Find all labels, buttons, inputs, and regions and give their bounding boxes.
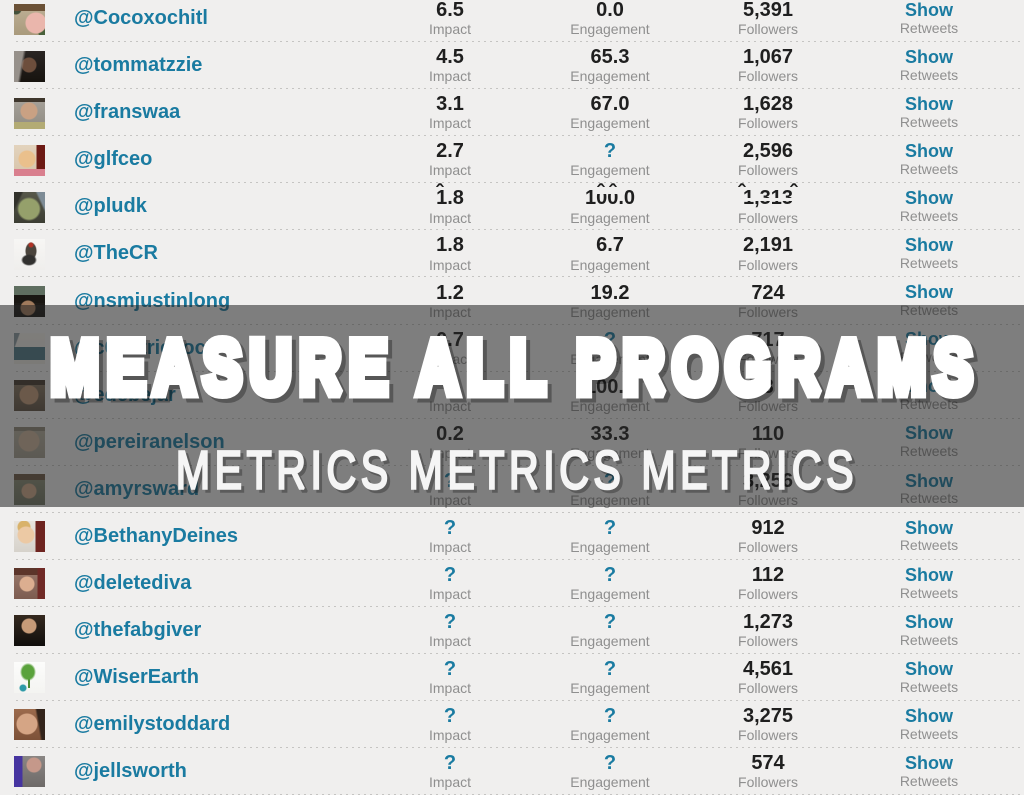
svg-text:MEASURE ALL PROGRAMS: MEASURE ALL PROGRAMS <box>51 326 981 410</box>
svg-text:MEASURE ALL PROGRAMS: MEASURE ALL PROGRAMS <box>55 330 985 414</box>
svg-text:METRICS METRICS METRICS: METRICS METRICS METRICS <box>176 441 858 501</box>
svg-text:METRICS METRICS METRICS: METRICS METRICS METRICS <box>179 444 861 504</box>
